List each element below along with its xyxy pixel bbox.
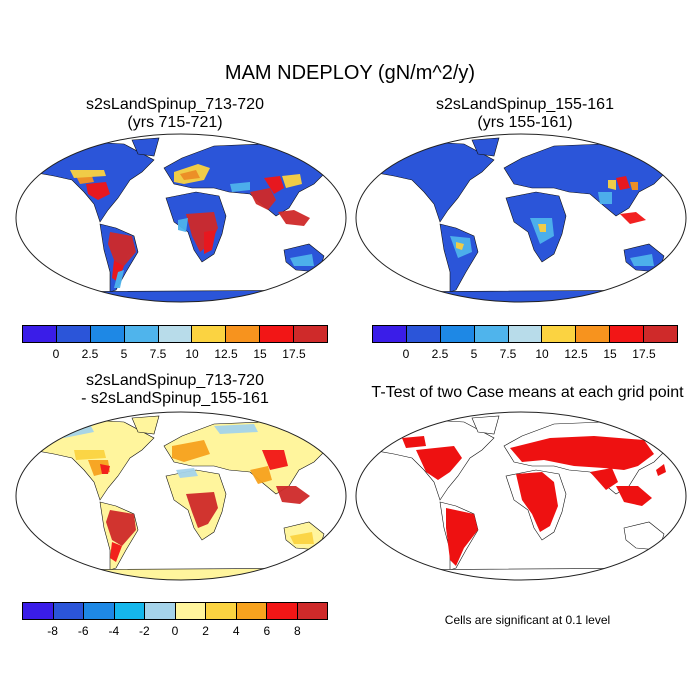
colorbar-abs-2-swatch	[508, 326, 543, 342]
colorbar-abs-2-swatch	[610, 326, 645, 342]
colorbar-diff-swatch	[53, 603, 84, 619]
colorbar-abs-1-labels: 0 2.5 5 7.5 10 12.5 15 17.5	[22, 347, 328, 363]
colorbar-diff-swatch	[267, 603, 298, 619]
colorbar-diff-swatch	[236, 603, 267, 619]
colorbar-abs-2-tick-label: 5	[470, 347, 478, 361]
map-panel-2	[355, 133, 687, 303]
colorbar-diff-tick-label: 8	[294, 624, 301, 638]
colorbar-diff-swatch	[114, 603, 145, 619]
colorbar-abs-1-swatch	[124, 326, 159, 342]
colorbar-abs-2-tick-label: 7.5	[499, 347, 517, 361]
map-1-land	[23, 137, 345, 302]
colorbar-diff-tick-label: 0	[171, 624, 179, 638]
colorbar-abs-2-swatch	[542, 326, 577, 342]
map-2-land	[363, 137, 685, 302]
colorbar-diff-tick-label: 4	[232, 624, 240, 638]
colorbar-diff-swatch	[175, 603, 206, 619]
colorbar-abs-2-tick-label: 17.5	[632, 347, 656, 361]
colorbar-diff-tick-label: -2	[139, 624, 150, 638]
colorbar-abs-1-tick-label: 5	[120, 347, 128, 361]
map-3-land	[23, 415, 345, 580]
colorbar-diff-labels: -8 -6 -4 -2 0 2 4 6 8	[22, 624, 328, 640]
colorbar-abs-2-tick-label: 15	[603, 347, 617, 361]
panel-1-title-line1: s2sLandSpinup_713-720	[86, 96, 264, 113]
colorbar-diff-tick-label: -8	[47, 624, 58, 638]
panel-3-title-line1: s2sLandSpinup_713-720	[86, 372, 264, 389]
colorbar-abs-2-swatch	[440, 326, 475, 342]
colorbar-abs-2-tick-label: 0	[402, 347, 410, 361]
panel-4-title-line1: T-Test of two Case means at each grid po…	[371, 384, 684, 401]
panel-2-title: s2sLandSpinup_155-161 (yrs 155-161)	[370, 96, 680, 132]
colorbar-abs-1-tick-label: 15	[253, 347, 267, 361]
panel-2-title-line1: s2sLandSpinup_155-161	[436, 96, 614, 113]
colorbar-abs-2-swatch	[644, 326, 678, 342]
panel-3-title: s2sLandSpinup_713-720 - s2sLandSpinup_15…	[20, 372, 330, 408]
colorbar-diff-swatch	[84, 603, 115, 619]
colorbar-diff	[22, 602, 328, 620]
colorbar-diff-tick-label: 6	[263, 624, 271, 638]
colorbar-abs-1-swatch	[90, 326, 125, 342]
colorbar-abs-1-tick-label: 0	[52, 347, 60, 361]
main-title: MAM NDEPLOY (gN/m^2/y)	[224, 62, 476, 84]
colorbar-diff-swatch	[297, 603, 327, 619]
colorbar-diff-swatch	[206, 603, 237, 619]
colorbar-abs-2-tick-label: 12.5	[564, 347, 588, 361]
map-panel-3	[15, 411, 347, 581]
colorbar-abs-1-swatch	[158, 326, 193, 342]
colorbar-abs-1	[22, 325, 328, 343]
colorbar-abs-1-tick-label: 2.5	[81, 347, 99, 361]
colorbar-diff-swatch	[145, 603, 176, 619]
colorbar-abs-1-swatch	[192, 326, 227, 342]
colorbar-abs-1-tick-label: 7.5	[149, 347, 167, 361]
panel-2-title-line2: (yrs 155-161)	[477, 114, 573, 131]
colorbar-abs-2-swatch	[474, 326, 509, 342]
panel-1-title: s2sLandSpinup_713-720 (yrs 715-721)	[20, 96, 330, 132]
colorbar-abs-1-tick-label: 17.5	[282, 347, 306, 361]
panel-1-title-line2: (yrs 715-721)	[127, 114, 223, 131]
colorbar-abs-1-swatch	[260, 326, 295, 342]
colorbar-abs-2-swatch	[406, 326, 441, 342]
colorbar-diff-tick-label: -4	[108, 624, 120, 638]
colorbar-abs-1-swatch	[226, 326, 261, 342]
colorbar-abs-2-swatch	[576, 326, 611, 342]
colorbar-abs-1-tick-label: 12.5	[214, 347, 238, 361]
colorbar-diff-tick-label: 2	[202, 624, 209, 638]
colorbar-abs-2-swatch	[373, 326, 407, 342]
colorbar-diff-tick-label: -6	[77, 624, 89, 638]
colorbar-abs-2	[372, 325, 678, 343]
map-panel-1	[15, 133, 347, 303]
colorbar-abs-1-swatch	[23, 326, 57, 342]
panel-4-title: T-Test of two Case means at each grid po…	[355, 384, 700, 402]
colorbar-abs-2-labels: 0 2.5 5 7.5 10 12.5 15 17.5	[372, 347, 678, 363]
colorbar-abs-1-swatch	[294, 326, 328, 342]
colorbar-abs-2-tick-label: 2.5	[431, 347, 449, 361]
colorbar-abs-1-swatch	[56, 326, 91, 342]
colorbar-abs-1-tick-label: 10	[185, 347, 199, 361]
colorbar-abs-2-tick-label: 10	[535, 347, 549, 361]
colorbar-diff-swatch	[23, 603, 54, 619]
significance-note: Cells are significant at 0.1 level	[444, 613, 611, 627]
map-4-land	[363, 415, 685, 580]
panel-3-title-line2: - s2sLandSpinup_155-161	[81, 390, 269, 407]
map-panel-4	[355, 411, 687, 581]
